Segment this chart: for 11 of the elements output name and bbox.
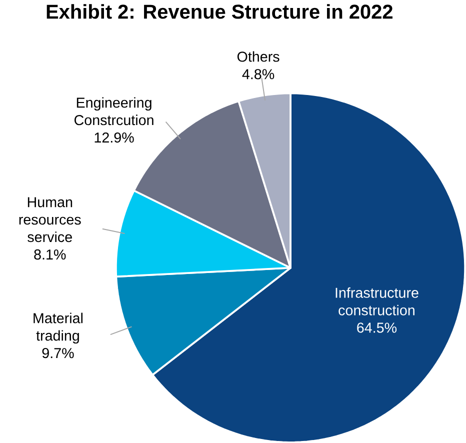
chart-title: Exhibit 2: Revenue Structure in 2022 [46, 4, 392, 19]
data-label: 64.5% [357, 322, 397, 333]
data-label: 12.9% [94, 132, 134, 142]
slice-label: Others [237, 51, 280, 62]
slice-label: Material trading [34, 312, 83, 344]
slice-label: Infrastructure construction [336, 287, 418, 316]
data-label: 9.7% [42, 348, 74, 358]
data-label: 4.8% [242, 68, 274, 80]
data-label: 8.1% [34, 249, 66, 260]
slice-label: Engineering Constrcution [74, 97, 154, 126]
slice-label: Human resources service [19, 197, 81, 242]
